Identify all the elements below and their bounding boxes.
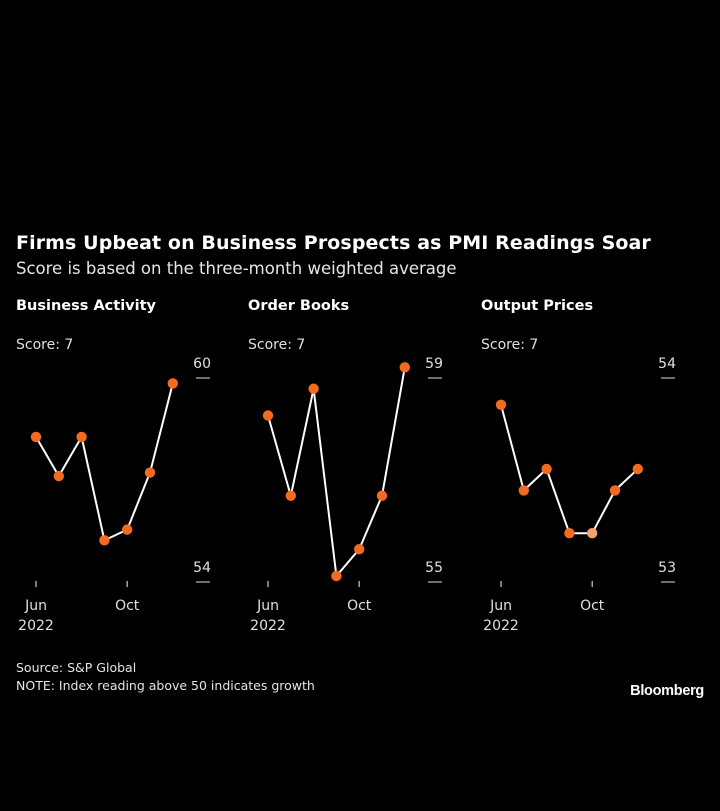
data-point: [144, 467, 156, 478]
panel-score: Score: 7: [481, 337, 539, 353]
bloomberg-logo: Bloomberg: [630, 683, 704, 699]
panel-score: Score: 7: [248, 337, 306, 353]
panel-title: Order Books: [248, 298, 350, 314]
chart-title: Firms Upbeat on Business Prospects as PM…: [16, 232, 651, 254]
footer: Source: S&P Global NOTE: Index reading a…: [16, 659, 315, 695]
data-point: [99, 535, 110, 546]
data-point: [399, 362, 410, 373]
data-point: [376, 490, 388, 501]
data-point: [587, 528, 598, 539]
data-point: [76, 431, 87, 443]
panel-title: Output Prices: [481, 298, 594, 314]
data-point: [331, 570, 342, 582]
panel-plot: 59 55 Jun 2022 Oct: [250, 356, 443, 634]
series-line: [500, 404, 639, 535]
y-tick-label-bottom: 53: [658, 560, 676, 576]
panel-score: Score: 7: [16, 337, 74, 353]
data-point: [564, 528, 575, 539]
data-point: [518, 485, 529, 496]
x-tick-label: Oct: [115, 598, 140, 614]
data-point: [609, 485, 621, 496]
data-point: [632, 463, 643, 475]
data-point: [285, 490, 296, 501]
panel-output-prices: Output Prices Score: 7 54 53 Jun 2022 Oct: [481, 296, 691, 646]
x-tick-sublabel: 2022: [250, 618, 286, 634]
y-tick-label-top: 59: [425, 356, 443, 372]
growth-note: NOTE: Index reading above 50 indicates g…: [16, 678, 315, 693]
panel-business-activity: Business Activity Score: 7 60 54 Jun 2022 Oc…: [16, 296, 226, 646]
panel-plot: 54 53 Jun 2022 Oct: [483, 356, 676, 634]
series-line: [35, 383, 174, 542]
x-tick-label: Oct: [580, 598, 605, 614]
data-point: [53, 470, 64, 482]
x-tick-label: Oct: [347, 598, 372, 614]
y-tick-label-top: 60: [193, 356, 211, 372]
data-point: [262, 410, 274, 421]
x-tick-sublabel: 2022: [483, 618, 519, 634]
x-tick-label: Jun: [489, 598, 512, 614]
series-line: [267, 367, 406, 577]
data-point: [354, 544, 365, 555]
panel-title: Business Activity: [16, 298, 156, 314]
panel-plot: 60 54 Jun 2022 Oct: [18, 356, 211, 634]
data-point: [541, 463, 552, 475]
panel-order-books: Order Books Score: 7 59 55 Jun 2022 Oct: [248, 296, 458, 646]
x-tick-sublabel: 2022: [18, 618, 54, 634]
data-point: [167, 378, 178, 389]
chart-subtitle: Score is based on the three-month weight…: [16, 259, 457, 278]
x-tick-label: Jun: [24, 598, 47, 614]
data-point: [30, 431, 42, 443]
y-tick-label-bottom: 55: [425, 560, 443, 576]
data-point: [495, 399, 507, 410]
y-tick-label-top: 54: [658, 356, 676, 372]
data-point: [122, 524, 133, 535]
source-note: Source: S&P Global: [16, 660, 137, 675]
y-tick-label-bottom: 54: [193, 560, 211, 576]
x-tick-label: Jun: [256, 598, 279, 614]
data-point: [308, 383, 319, 394]
